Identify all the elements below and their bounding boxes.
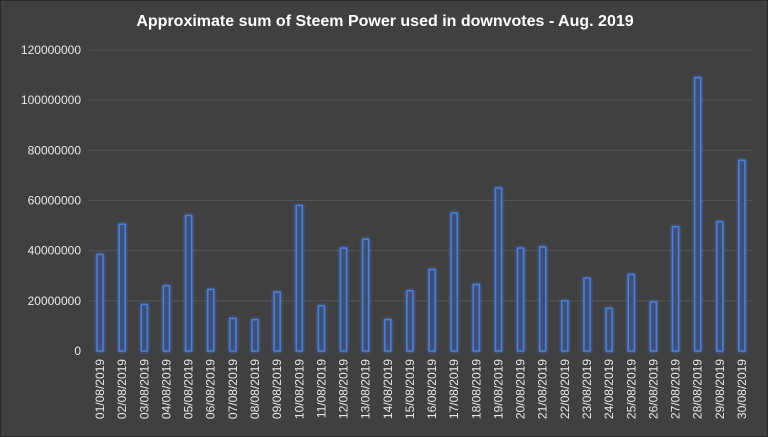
x-tick-label: 19/08/2019: [491, 359, 505, 419]
x-tick-label: 22/08/2019: [558, 359, 572, 419]
bar: [561, 300, 569, 352]
bar: [184, 214, 193, 352]
y-tick-label: 0: [74, 344, 81, 358]
x-tick-label: 12/08/2019: [337, 359, 351, 419]
y-tick-label: 120000000: [21, 43, 81, 57]
bar: [206, 288, 215, 352]
bar: [516, 247, 525, 352]
x-tick-label: 23/08/2019: [580, 359, 594, 419]
x-tick-label: 16/08/2019: [425, 359, 439, 419]
bar: [472, 283, 481, 352]
x-tick-label: 20/08/2019: [514, 359, 528, 419]
y-tick-label: 20000000: [28, 294, 82, 308]
bar: [140, 303, 149, 352]
bar: [118, 223, 126, 352]
y-tick-label: 100000000: [21, 93, 81, 107]
bar: [96, 253, 104, 352]
bar: [317, 305, 326, 352]
bar: [339, 247, 348, 352]
bar: [605, 307, 613, 352]
bar: [361, 238, 370, 352]
x-tick-label: 05/08/2019: [182, 359, 196, 419]
bar: [538, 246, 547, 352]
x-tick-label: 25/08/2019: [624, 359, 638, 419]
x-tick-label: 13/08/2019: [359, 359, 373, 419]
bar: [738, 159, 746, 352]
bar: [229, 317, 237, 352]
x-tick-label: 27/08/2019: [669, 359, 683, 419]
bar: [693, 76, 702, 352]
y-tick-label: 60000000: [28, 194, 82, 208]
x-tick-label: 02/08/2019: [115, 359, 129, 419]
bar: [716, 221, 724, 352]
chart-title: Approximate sum of Steem Power used in d…: [136, 13, 634, 30]
y-tick-label: 40000000: [28, 244, 82, 258]
x-tick-label: 17/08/2019: [447, 359, 461, 419]
x-tick-label: 30/08/2019: [735, 359, 749, 419]
bar: [251, 318, 259, 352]
x-tick-label: 26/08/2019: [646, 359, 660, 419]
x-tick-label: 06/08/2019: [204, 359, 218, 419]
bar: [649, 301, 658, 352]
x-tick-label: 08/08/2019: [248, 359, 262, 419]
bar: [162, 285, 171, 352]
x-tick-label: 01/08/2019: [93, 359, 107, 419]
bar: [583, 277, 591, 352]
bar: [450, 212, 458, 352]
bar: [494, 187, 503, 352]
x-tick-label: 18/08/2019: [469, 359, 483, 419]
x-tick-label: 28/08/2019: [691, 359, 705, 419]
x-tick-label: 09/08/2019: [270, 359, 284, 419]
bar: [671, 226, 680, 352]
x-tick-label: 15/08/2019: [403, 359, 417, 419]
bar: [384, 318, 392, 352]
bar: [627, 273, 636, 352]
x-tick-label: 04/08/2019: [159, 359, 173, 419]
y-tick-label: 80000000: [28, 143, 82, 157]
x-tick-label: 07/08/2019: [226, 359, 240, 419]
bar: [295, 204, 304, 352]
bar: [406, 290, 414, 352]
x-tick-label: 11/08/2019: [314, 359, 328, 418]
x-tick-label: 24/08/2019: [602, 359, 616, 419]
x-tick-label: 10/08/2019: [292, 359, 306, 419]
bar: [273, 291, 281, 352]
x-tick-label: 03/08/2019: [137, 359, 151, 419]
x-tick-label: 14/08/2019: [381, 359, 395, 419]
x-tick-label: 21/08/2019: [536, 359, 550, 419]
bar: [428, 268, 436, 352]
x-tick-label: 29/08/2019: [713, 359, 727, 419]
